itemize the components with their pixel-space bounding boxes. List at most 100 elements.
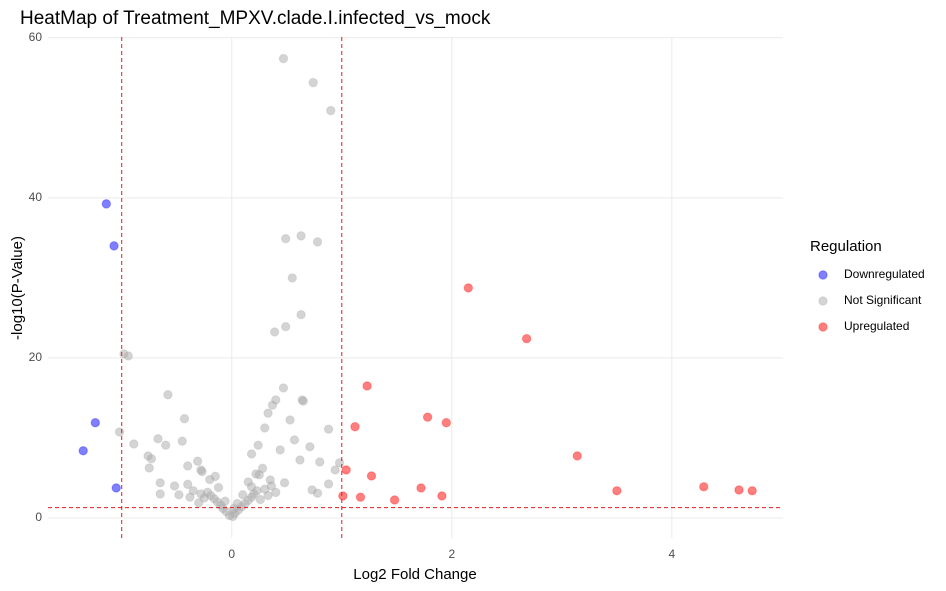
point (269, 327, 280, 337)
point (155, 489, 165, 499)
point (296, 310, 306, 320)
point (389, 495, 400, 505)
point (163, 390, 173, 400)
point (612, 486, 622, 496)
x-axis-title: Log2 Fold Change (353, 566, 476, 583)
point (275, 445, 285, 455)
point (279, 478, 290, 488)
point (161, 440, 171, 450)
point (366, 471, 377, 481)
legend-title: Regulation (810, 238, 882, 255)
point (174, 490, 184, 500)
point (144, 463, 154, 473)
point (289, 435, 300, 445)
y-tick-label: 60 (29, 30, 43, 44)
point (255, 494, 266, 505)
point (422, 412, 433, 422)
point (185, 492, 195, 502)
point (183, 479, 193, 490)
x-tick-label: 4 (669, 547, 676, 561)
point (263, 408, 273, 418)
point (350, 422, 360, 432)
point (441, 418, 452, 428)
point (287, 273, 297, 283)
point (298, 396, 308, 406)
point (114, 427, 125, 437)
point (271, 487, 281, 498)
legend-label: Not Significant (844, 293, 922, 307)
point (155, 478, 165, 488)
point (312, 488, 323, 498)
point (111, 483, 121, 493)
point (179, 414, 190, 424)
point (109, 241, 119, 251)
point (362, 381, 372, 391)
point (312, 237, 323, 247)
point (308, 77, 318, 88)
point (734, 485, 744, 495)
point (260, 423, 270, 433)
point (263, 490, 273, 501)
point (251, 469, 261, 479)
point (238, 490, 248, 500)
y-tick-label: 40 (29, 190, 43, 204)
point (463, 283, 474, 293)
point (192, 456, 203, 466)
point (330, 465, 340, 475)
point (229, 503, 239, 514)
point (246, 449, 257, 459)
legend-label: Upregulated (844, 319, 909, 333)
point (257, 463, 268, 474)
point (285, 415, 295, 425)
point (278, 383, 289, 393)
point (280, 233, 291, 244)
point (280, 322, 291, 332)
point (266, 481, 277, 491)
point (323, 424, 334, 434)
point (210, 471, 220, 482)
y-tick-label: 0 (35, 510, 42, 524)
point (747, 486, 757, 496)
point (416, 483, 426, 493)
point (220, 496, 230, 506)
point (177, 436, 187, 446)
point (295, 455, 305, 465)
point (101, 199, 112, 209)
point (521, 334, 532, 344)
point (213, 482, 224, 493)
legend-swatch (818, 296, 828, 306)
y-tick-label: 20 (29, 350, 43, 364)
point (341, 465, 351, 475)
grid (48, 37, 783, 538)
legend-swatch (818, 322, 828, 332)
point (267, 400, 278, 410)
legend-swatch (818, 270, 828, 280)
point (129, 439, 139, 449)
x-tick-label: 0 (228, 547, 235, 561)
point (78, 446, 88, 456)
point (338, 491, 348, 501)
point (437, 491, 447, 501)
x-tick-label: 2 (448, 547, 455, 561)
point (183, 461, 193, 471)
point (699, 482, 709, 492)
point (305, 442, 315, 452)
point (326, 105, 336, 116)
point (196, 489, 206, 499)
point (323, 479, 334, 489)
chart-title: HeatMap of Treatment_MPXV.clade.I.infect… (20, 8, 491, 29)
point (194, 498, 204, 508)
point (90, 418, 101, 428)
point (253, 440, 263, 450)
marks (78, 53, 757, 522)
point (169, 481, 180, 491)
point (123, 351, 134, 361)
legend-label: Downregulated (844, 267, 925, 281)
point (355, 492, 366, 502)
point (296, 231, 306, 241)
point (278, 53, 289, 64)
point (572, 451, 582, 461)
point (246, 482, 257, 492)
point (153, 434, 163, 444)
